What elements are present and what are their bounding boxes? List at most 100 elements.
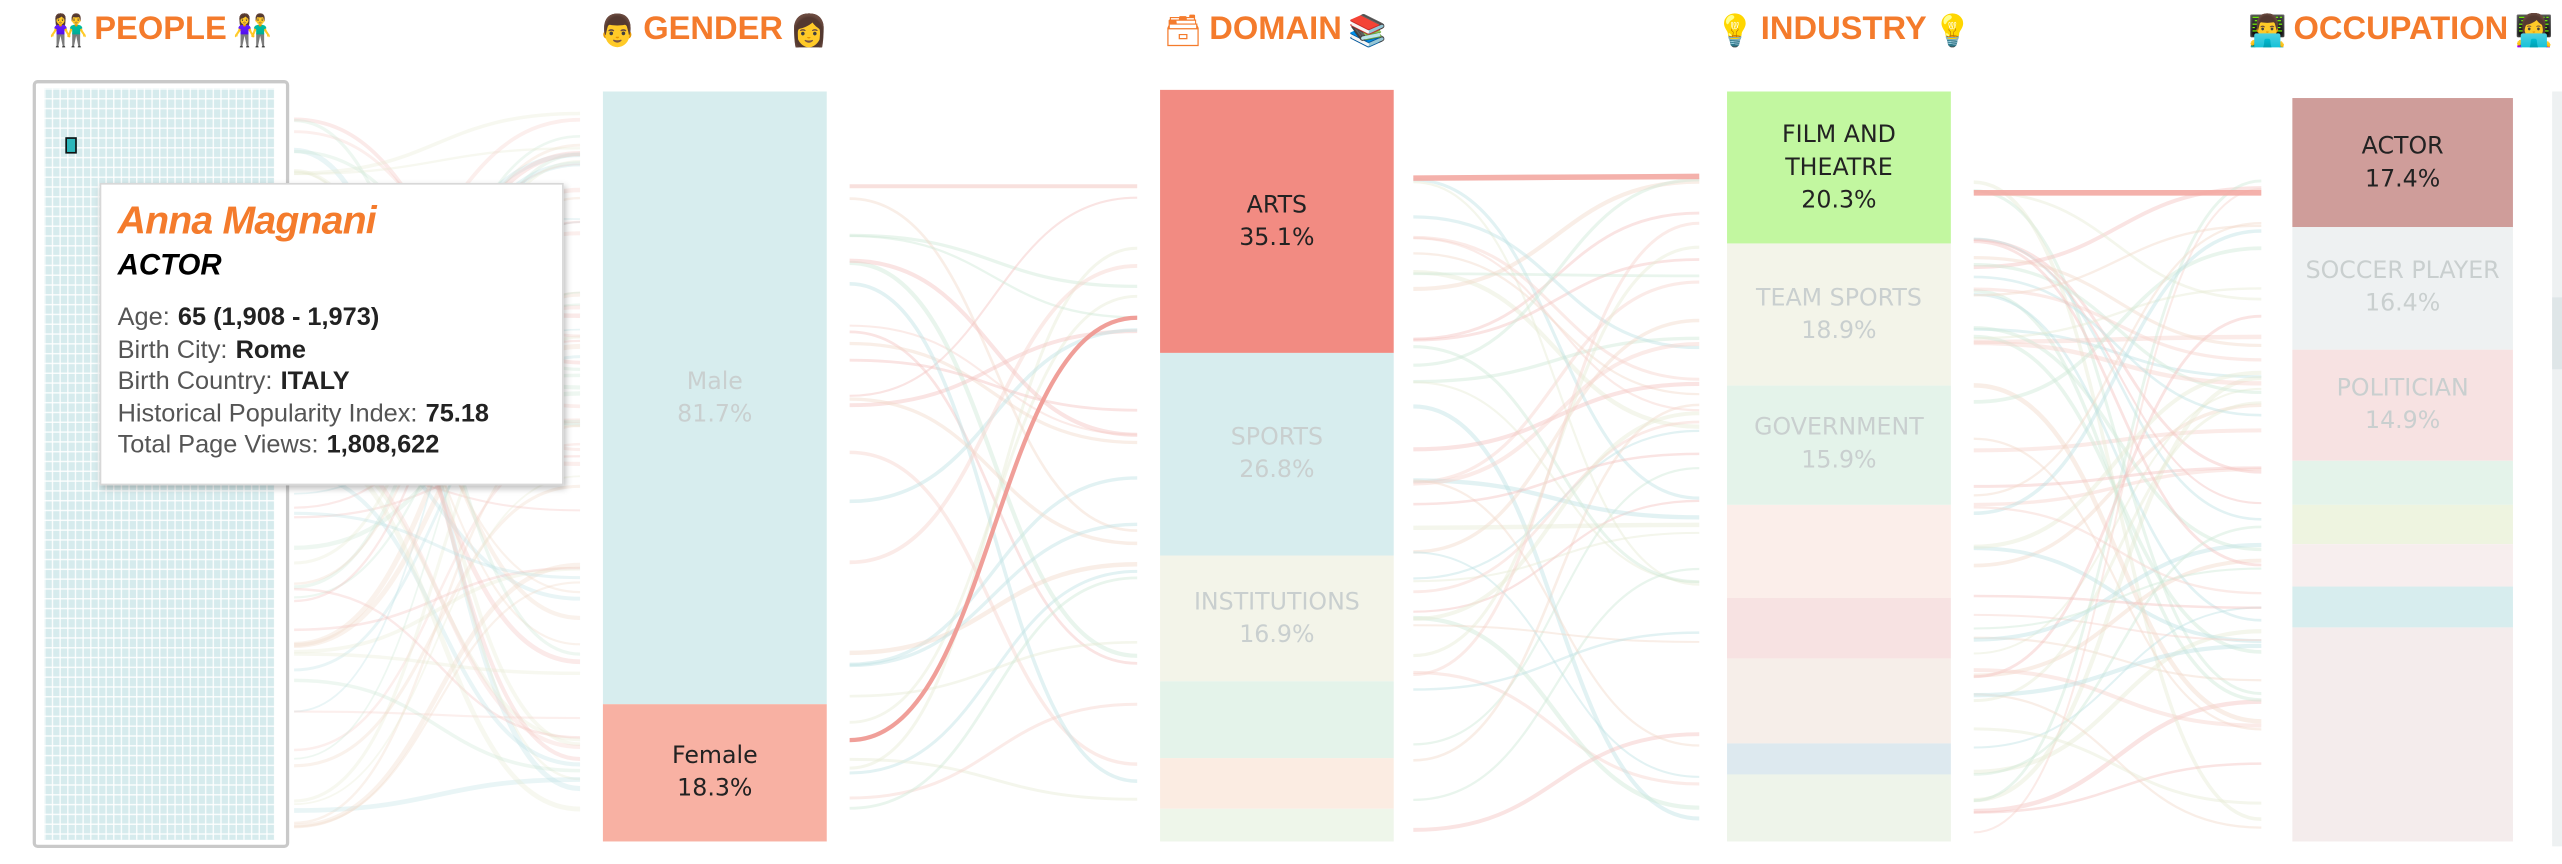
segment-domain-other-4[interactable]: [1160, 758, 1394, 809]
flow-ribbon: [1973, 567, 2262, 630]
flow-ribbon: [849, 522, 1138, 668]
flow-ribbon: [1973, 179, 2262, 802]
tooltip-value: ITALY: [280, 367, 350, 396]
people-holding-hands-icon: 👫: [49, 12, 88, 49]
flow-ribbon: [1973, 606, 2262, 749]
flow-ribbon: [1413, 522, 1700, 531]
flow-ribbon: [1413, 670, 1700, 786]
segment-percent: 17.4%: [2364, 165, 2441, 193]
flow-ribbon: [1973, 762, 2262, 814]
flow-ribbon: [1973, 287, 2262, 362]
segment-industry-film-and-theatre[interactable]: FILM AND THEATRE 20.3%: [1727, 91, 1951, 244]
flow-ribbon: [294, 566, 581, 632]
flow-ribbon: [1413, 341, 1700, 486]
flow-ribbon: [849, 569, 1138, 775]
flow-ribbon: [294, 562, 581, 829]
segment-occupation-other-5[interactable]: [2292, 544, 2513, 587]
segment-occupation-other-6[interactable]: [2292, 586, 2513, 628]
segment-gender-male[interactable]: Male 81.7%: [602, 91, 827, 705]
light-bulb-icon: 💡: [1933, 12, 1972, 49]
tooltip-label: Total Page Views:: [117, 431, 319, 460]
flow-ribbon: [1413, 178, 1700, 367]
segment-industry-other-4[interactable]: [1727, 597, 1951, 658]
segment-label: TEAM SPORTS: [1756, 285, 1922, 312]
flow-ribbon: [849, 260, 1138, 658]
card-file-box-icon: 🗃: [1163, 12, 1203, 49]
flow-ribbon: [1413, 178, 1700, 500]
flow-ribbon: [1973, 289, 2262, 702]
flow-ribbon: [294, 470, 581, 767]
domain-header-label: DOMAIN: [1209, 10, 1342, 47]
segment-gender-female[interactable]: Female 18.3%: [602, 704, 827, 842]
flow-ribbon: [1413, 404, 1700, 821]
domain-header: 🗃 DOMAIN 📚: [1163, 7, 1387, 53]
flow-ribbon: [1973, 327, 2262, 379]
flow-ribbon: [1973, 428, 2262, 453]
segment-percent: 26.8%: [1239, 457, 1315, 484]
segment-label: FILM AND THEATRE: [1781, 121, 1896, 181]
flow-ribbon: [849, 324, 1138, 436]
segment-industry-other-3[interactable]: [1727, 504, 1951, 598]
flow-ribbon: [1973, 189, 2262, 696]
flow-ribbon: [1413, 235, 1700, 381]
flow-ribbon: [1973, 387, 2262, 655]
scrollbar-thumb[interactable]: [2552, 297, 2562, 370]
flow-ribbon: [1973, 293, 2262, 622]
gender-header: 👨 GENDER 👩: [598, 7, 828, 53]
tooltip-row-birth-city: Birth City: Rome: [118, 334, 546, 366]
flow-ribbon: [849, 264, 1138, 565]
flow-ribbon: [1413, 551, 1700, 778]
flow-ribbon: [1413, 631, 1700, 691]
tooltip-value: 1,808,622: [326, 431, 440, 460]
flow-ribbon: [1413, 381, 1700, 584]
flow-ribbon: [294, 652, 581, 676]
flow-ribbon: [1973, 636, 2262, 682]
flow-ribbon: [1973, 437, 2262, 731]
segment-label: GOVERNMENT: [1754, 415, 1924, 442]
segment-domain-arts[interactable]: ARTS 35.1%: [1160, 89, 1394, 354]
flow-ribbon: [1973, 376, 2262, 803]
vertical-scrollbar[interactable]: [2552, 91, 2562, 847]
flow-ribbon: [849, 294, 1138, 724]
segment-occupation-other-7[interactable]: [2292, 627, 2513, 842]
man-face-icon: 👨: [598, 12, 637, 49]
segment-occupation-other-3[interactable]: [2292, 460, 2513, 505]
flow-ribbon: [1973, 383, 2262, 724]
highlight-flow-domain-industry: [1413, 173, 1700, 181]
flow-ribbon: [849, 757, 1138, 801]
segment-domain-other-3[interactable]: [1160, 682, 1394, 759]
segment-occupation-politician[interactable]: POLITICIAN 14.9%: [2292, 349, 2513, 461]
segment-occupation-actor[interactable]: ACTOR 17.4%: [2292, 98, 2513, 228]
flow-ribbon: [1973, 238, 2262, 474]
flow-ribbon: [1973, 629, 2262, 774]
segment-industry-government[interactable]: GOVERNMENT 15.9%: [1727, 385, 1951, 505]
flow-ribbon: [294, 566, 581, 654]
segment-percent: 20.3%: [1801, 187, 1877, 214]
flow-ribbon: [1973, 334, 2262, 345]
segment-industry-other-5[interactable]: [1727, 657, 1951, 744]
segment-domain-institutions[interactable]: INSTITUTIONS 16.9%: [1160, 555, 1394, 683]
segment-occupation-soccer-player[interactable]: SOCCER PLAYER 16.4%: [2292, 227, 2513, 350]
flow-ribbon: [1413, 270, 1700, 429]
segment-industry-other-6[interactable]: [1727, 743, 1951, 774]
flow-ribbon: [1413, 403, 1700, 762]
flow-ribbon: [1413, 420, 1700, 594]
flow-ribbon: [849, 450, 1138, 766]
segment-percent: 14.9%: [2364, 407, 2441, 435]
flow-ribbon: [1973, 263, 2262, 395]
segment-domain-sports[interactable]: SPORTS 26.8%: [1160, 353, 1394, 556]
flow-ribbon: [1973, 525, 2262, 776]
flow-ribbon: [1973, 467, 2262, 507]
flow-ribbon: [1973, 401, 2262, 703]
segment-domain-other-5[interactable]: [1160, 808, 1394, 842]
segment-industry-other-7[interactable]: [1727, 773, 1951, 842]
flow-ribbon: [849, 196, 1138, 397]
flow-ribbon: [1973, 643, 2262, 698]
selected-person-marker[interactable]: [65, 137, 77, 154]
flow-ribbon: [1413, 615, 1700, 810]
flow-ribbon: [1973, 542, 2262, 642]
segment-industry-team-sports[interactable]: TEAM SPORTS 18.9%: [1727, 243, 1951, 386]
segment-occupation-other-4[interactable]: [2292, 504, 2513, 545]
people-header: 👫 PEOPLE 👫: [49, 7, 272, 53]
